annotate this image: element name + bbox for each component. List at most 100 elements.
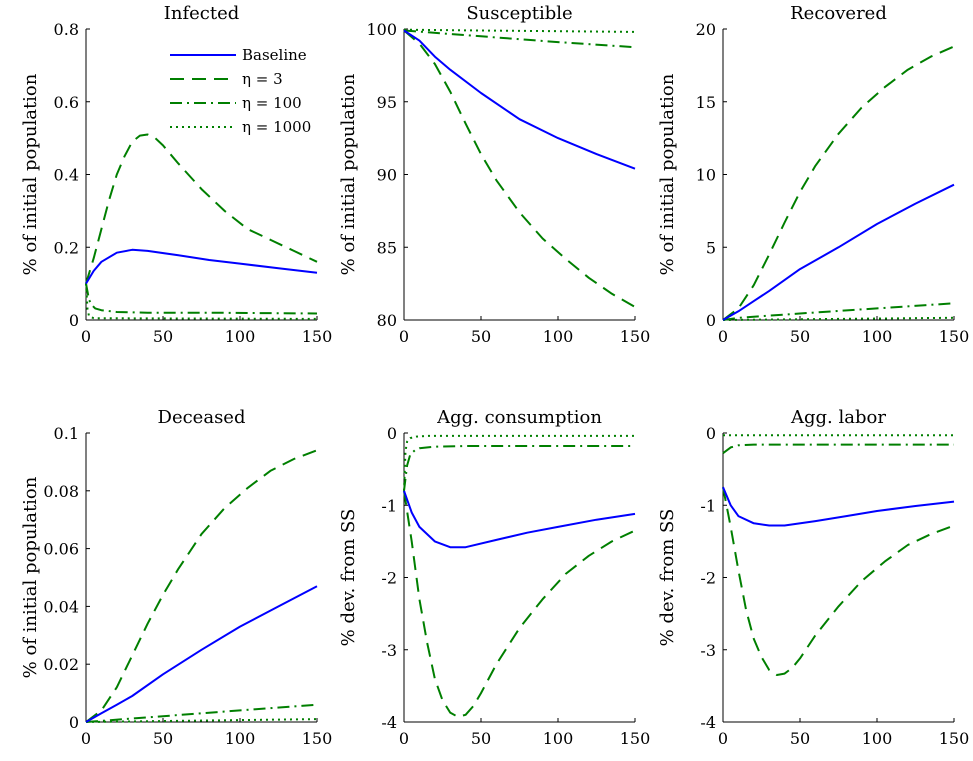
series-line-eta3 [85,133,318,284]
series-line-baseline [722,486,955,527]
y-tick-label: 5 [706,238,716,257]
x-tick-label: 50 [790,327,810,346]
series-line-eta100 [722,302,955,321]
series-line-eta3 [85,449,318,723]
y-tick-label: 0.04 [43,597,79,616]
y-tick-label: -2 [700,569,716,588]
x-tick-label: 50 [790,729,810,748]
series-line-eta100 [85,703,318,723]
series-line-baseline [403,490,636,549]
y-axis-label: % of initial population [20,476,41,678]
panel-recovered: 0 50 100 150 0 5 10 15 20 Recovered % of initial p… [657,3,969,346]
series-line-baseline [85,248,318,285]
y-tick-label: -3 [700,641,716,660]
legend-label-baseline: Baseline [242,46,307,64]
panel-agg-labor: 0 50 100 150 -4 -3 -2 -1 0 Agg. labor % dev. from … [657,407,969,748]
x-tick-label: 100 [862,327,893,346]
panel-title: Deceased [158,407,246,428]
x-tick-label: 0 [718,729,728,748]
series-line-eta1000 [85,718,318,723]
legend: Baseline η = 3 η = 100 η = 1000 [170,46,311,136]
panel-title: Susceptible [466,3,572,24]
y-tick-label: 100 [366,20,397,39]
y-tick-label: -4 [381,713,397,732]
panel-deceased: 0 50 100 150 0 0.02 0.04 0.06 0.08 0.1 Deceased % o… [20,407,332,748]
x-tick-label: 150 [939,729,970,748]
y-axis-label: % dev. from SS [338,509,359,647]
y-tick-label: -2 [381,569,397,588]
panel-title: Agg. consumption [436,407,602,428]
x-tick-label: 0 [81,327,91,346]
series-line-baseline [722,183,955,321]
series-line-eta100 [403,445,635,491]
y-tick-label: 0.02 [43,655,79,674]
y-tick-label: 0 [706,311,716,330]
y-tick-label: 0 [69,311,79,330]
y-axis-label: % of initial population [20,73,41,275]
series-line-eta3 [722,487,955,676]
y-tick-label: 0.2 [54,238,79,257]
panel-susceptible: 0 50 100 150 80 85 90 95 100 Susceptible % of init… [338,3,650,346]
legend-label-eta100: η = 100 [242,94,302,112]
y-tick-label: -1 [700,496,716,515]
y-axis-label: % dev. from SS [657,509,678,647]
y-tick-label: 0.1 [54,424,79,443]
panel-title: Agg. labor [790,407,886,428]
x-tick-label: 150 [620,327,651,346]
y-tick-label: 0.06 [43,540,79,559]
x-tick-label: 150 [302,729,333,748]
y-tick-label: 15 [696,93,716,112]
series-line-eta3 [403,29,636,308]
x-tick-label: 100 [225,729,256,748]
series-line-eta3 [722,45,955,321]
x-tick-label: 150 [302,327,333,346]
y-tick-label: 0.8 [54,20,79,39]
y-tick-label: 0.6 [54,93,79,112]
series-line-baseline [85,585,318,723]
x-tick-label: 0 [81,729,91,748]
y-axis-label: % of initial population [338,73,359,275]
x-tick-label: 100 [862,729,893,748]
series-line-eta100 [403,29,636,49]
series-line-eta3 [403,490,636,718]
y-tick-label: 95 [377,93,397,112]
y-tick-label: -3 [381,641,397,660]
y-tick-label: 0.4 [54,166,79,185]
x-tick-label: 0 [399,729,409,748]
y-tick-label: 0 [69,713,79,732]
y-tick-label: 85 [377,238,397,257]
y-tick-label: 80 [377,311,397,330]
x-tick-label: 100 [225,327,256,346]
y-tick-label: -4 [700,713,716,732]
legend-label-eta1000: η = 1000 [242,118,311,136]
y-tick-label: 10 [696,166,716,185]
y-tick-label: 90 [377,166,397,185]
x-tick-label: 100 [543,327,574,346]
x-tick-label: 100 [543,729,574,748]
panel-infected: 0 50 100 150 0 0.2 0.4 0.6 0.8 Infected % of initi… [20,3,332,346]
x-tick-label: 150 [620,729,651,748]
series-line-eta1000 [722,316,955,321]
series-line-baseline [403,29,636,170]
legend-label-eta3: η = 3 [242,70,283,88]
y-axis-label: % of initial population [657,73,678,275]
x-tick-label: 50 [471,729,491,748]
y-tick-label: -1 [381,496,397,515]
y-tick-label: 0 [706,424,716,443]
panel-title: Recovered [790,3,887,24]
panel-agg-consumption: 0 50 100 150 -4 -3 -2 -1 0 Agg. consumption % dev.… [338,407,650,748]
y-tick-label: 20 [696,20,716,39]
series-line-eta1000 [403,434,635,491]
series-line-eta1000 [85,283,318,320]
y-tick-label: 0.08 [43,482,79,501]
series-line-eta100 [85,283,318,315]
x-tick-label: 0 [399,327,409,346]
x-tick-label: 0 [718,327,728,346]
panel-title: Infected [164,3,240,24]
x-tick-label: 50 [471,327,491,346]
series-line-eta100 [722,443,954,454]
x-tick-label: 50 [153,327,173,346]
x-tick-label: 50 [153,729,173,748]
y-tick-label: 0 [387,424,397,443]
